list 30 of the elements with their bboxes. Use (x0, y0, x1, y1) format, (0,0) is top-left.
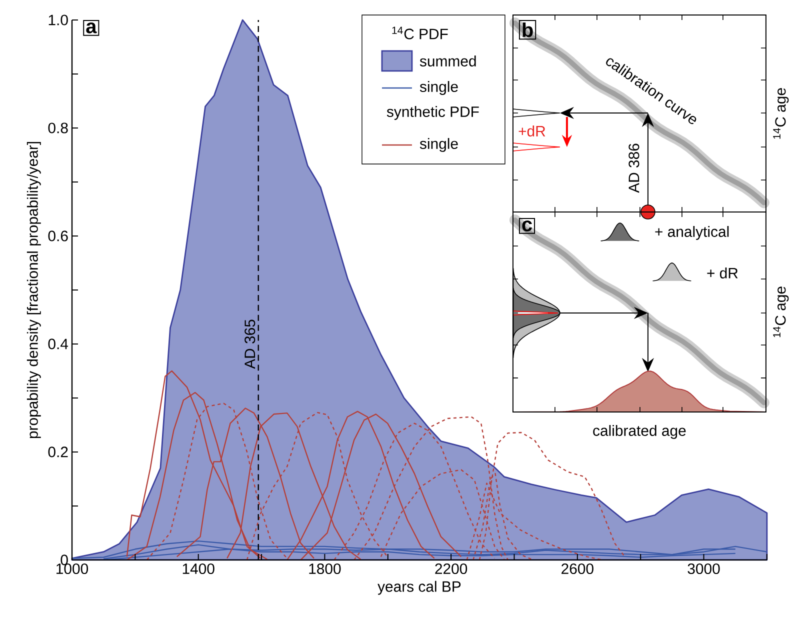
ref-line-label: AD 365 (244, 320, 256, 369)
annotation: +dR (518, 126, 546, 136)
x-tick-label: 1400 (182, 563, 214, 574)
annotation: b (522, 22, 533, 38)
y-tick-label: 1.0 (48, 14, 68, 26)
annotation: c (522, 220, 532, 232)
text: $^{14}$C age (773, 286, 789, 338)
y-tick-label: 0.4 (48, 338, 68, 350)
legend-label: single (420, 138, 458, 152)
legend-label: single (420, 81, 458, 95)
annotation: synthetic PDF (386, 106, 479, 120)
annotation: + dR (707, 268, 738, 278)
x-tick-label: 1800 (309, 563, 341, 574)
y-tick-label: 0.2 (48, 446, 68, 458)
y-tick-label: 0 (60, 554, 68, 566)
legend-label: summed (420, 56, 476, 66)
y-tick-label: 0.6 (48, 230, 68, 242)
x-tick-label: 2200 (435, 563, 468, 574)
annotation: a (86, 22, 97, 34)
annotation: AD 386 (628, 144, 640, 193)
text: $^{14}$C age (773, 88, 789, 139)
x-tick-label: 2600 (562, 563, 594, 574)
y-axis-title: propability density [fractional propability/year] (26, 142, 41, 438)
y-tick-label: 0.8 (48, 122, 68, 134)
legend-title: $^{14}$C PDF (392, 26, 448, 40)
x-axis-title: years cal BP (378, 580, 461, 595)
annotation: + analytical (655, 226, 729, 240)
x-tick-label: 1000 (56, 563, 88, 574)
text: calibrated age (593, 425, 686, 439)
x-tick-label: 3000 (688, 563, 720, 574)
